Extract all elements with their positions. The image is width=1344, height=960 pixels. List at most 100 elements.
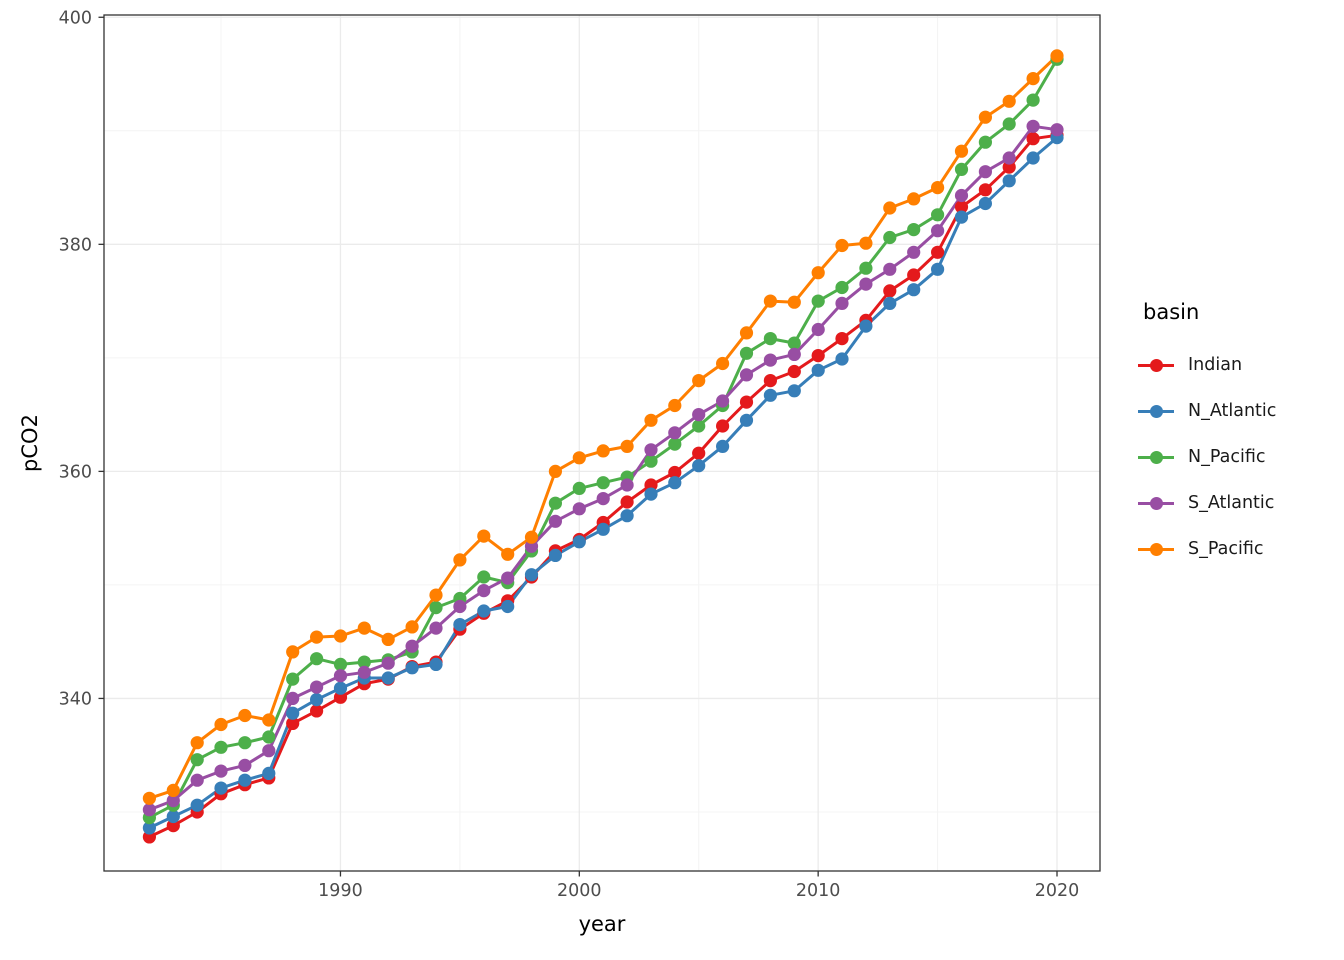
- data-point-N_Atlantic: [238, 773, 252, 787]
- data-point-S_Atlantic: [286, 691, 300, 706]
- data-point-N_Pacific: [859, 261, 873, 275]
- data-point-S_Atlantic: [1050, 123, 1064, 137]
- data-point-S_Atlantic: [214, 764, 228, 778]
- data-point-Indian: [620, 495, 634, 509]
- data-point-S_Atlantic: [357, 665, 371, 679]
- data-point-S_Pacific: [763, 294, 778, 308]
- data-point-S_Atlantic: [262, 744, 276, 758]
- data-point-S_Atlantic: [931, 224, 945, 238]
- data-point-N_Pacific: [310, 652, 324, 666]
- data-point-N_Pacific: [333, 657, 348, 672]
- legend: basin Indian N_Atlantic N_Pacific S_Atlanti…: [1138, 300, 1276, 572]
- legend-key-dot: [1149, 358, 1163, 372]
- data-point-S_Pacific: [166, 783, 180, 798]
- data-point-S_Atlantic: [954, 188, 969, 203]
- data-point-S_Atlantic: [190, 773, 204, 787]
- data-point-S_Atlantic: [333, 669, 348, 683]
- data-point-N_Atlantic: [620, 509, 634, 523]
- data-point-N_Atlantic: [501, 599, 515, 614]
- legend-entry-S_Pacific: S_Pacific: [1138, 526, 1276, 572]
- data-point-S_Atlantic: [501, 571, 515, 585]
- data-point-S_Pacific: [453, 553, 467, 567]
- legend-label: S_Atlantic: [1188, 493, 1275, 513]
- data-point-S_Pacific: [429, 588, 443, 602]
- data-point-S_Pacific: [716, 356, 730, 371]
- data-point-S_Pacific: [1002, 94, 1016, 108]
- data-point-S_Atlantic: [477, 584, 491, 598]
- data-point-N_Atlantic: [787, 384, 801, 398]
- legend-key-dot: [1149, 404, 1163, 418]
- data-point-N_Atlantic: [214, 781, 228, 795]
- y-tick-label: 340: [59, 689, 92, 709]
- data-point-S_Atlantic: [978, 165, 993, 179]
- data-point-N_Pacific: [883, 230, 897, 245]
- data-point-N_Pacific: [692, 419, 706, 433]
- x-axis-title: year: [578, 912, 626, 936]
- data-point-S_Atlantic: [811, 322, 825, 337]
- data-point-S_Atlantic: [381, 656, 395, 670]
- data-point-S_Pacific: [501, 547, 515, 561]
- plot-panel: [104, 15, 1100, 871]
- data-point-S_Pacific: [286, 645, 300, 659]
- data-point-S_Pacific: [524, 530, 539, 544]
- data-point-N_Atlantic: [572, 535, 586, 549]
- data-point-Indian: [310, 704, 324, 718]
- data-point-N_Atlantic: [405, 661, 419, 675]
- data-point-Indian: [668, 465, 682, 480]
- data-point-N_Atlantic: [1026, 151, 1040, 165]
- data-point-S_Pacific: [333, 629, 348, 643]
- data-point-N_Atlantic: [907, 283, 921, 297]
- legend-entry-N_Pacific: N_Pacific: [1138, 434, 1276, 480]
- data-point-S_Atlantic: [453, 599, 467, 614]
- data-point-N_Atlantic: [763, 388, 778, 402]
- data-point-S_Pacific: [596, 444, 610, 458]
- data-point-N_Pacific: [907, 223, 921, 237]
- data-point-S_Pacific: [238, 708, 252, 723]
- data-point-S_Pacific: [405, 620, 419, 634]
- data-point-S_Atlantic: [716, 394, 730, 408]
- data-point-N_Atlantic: [453, 618, 467, 632]
- data-point-N_Pacific: [668, 437, 682, 451]
- data-point-Indian: [644, 478, 658, 492]
- data-point-Indian: [811, 349, 825, 363]
- data-point-S_Atlantic: [596, 492, 610, 506]
- data-point-N_Pacific: [835, 280, 849, 295]
- data-point-N_Atlantic: [931, 262, 945, 276]
- data-point-N_Atlantic: [883, 296, 897, 310]
- data-point-Indian: [716, 419, 730, 433]
- data-point-S_Pacific: [907, 192, 921, 206]
- data-point-Indian: [954, 200, 969, 214]
- data-point-Indian: [763, 374, 778, 388]
- data-point-S_Atlantic: [405, 639, 419, 653]
- data-point-N_Atlantic: [190, 798, 204, 812]
- data-point-S_Pacific: [142, 791, 156, 805]
- data-point-S_Pacific: [381, 632, 395, 647]
- data-point-N_Pacific: [931, 208, 945, 222]
- data-point-S_Pacific: [787, 295, 801, 309]
- data-point-Indian: [883, 284, 897, 298]
- data-point-N_Atlantic: [310, 693, 324, 707]
- data-point-S_Atlantic: [548, 514, 563, 528]
- legend-key-icon: [1138, 439, 1174, 475]
- data-point-Indian: [907, 268, 921, 282]
- legend-key-dot: [1149, 542, 1163, 556]
- data-point-S_Atlantic: [620, 478, 634, 492]
- data-point-Indian: [978, 183, 993, 197]
- y-axis-title: pCO2: [18, 414, 42, 472]
- legend-entry-N_Atlantic: N_Atlantic: [1138, 388, 1276, 434]
- data-point-Indian: [692, 446, 706, 460]
- data-point-N_Pacific: [1002, 117, 1016, 131]
- data-point-N_Pacific: [357, 655, 371, 669]
- data-point-N_Pacific: [548, 496, 563, 510]
- x-tick-label: 2000: [557, 881, 602, 901]
- data-point-N_Pacific: [238, 736, 252, 750]
- legend-key-dot: [1149, 450, 1163, 464]
- data-point-S_Atlantic: [692, 408, 706, 422]
- data-point-S_Pacific: [572, 451, 586, 465]
- legend-entry-Indian: Indian: [1138, 342, 1276, 388]
- data-point-S_Pacific: [835, 238, 849, 253]
- data-point-S_Pacific: [190, 736, 204, 750]
- data-point-Indian: [739, 395, 754, 409]
- data-point-S_Atlantic: [763, 353, 778, 367]
